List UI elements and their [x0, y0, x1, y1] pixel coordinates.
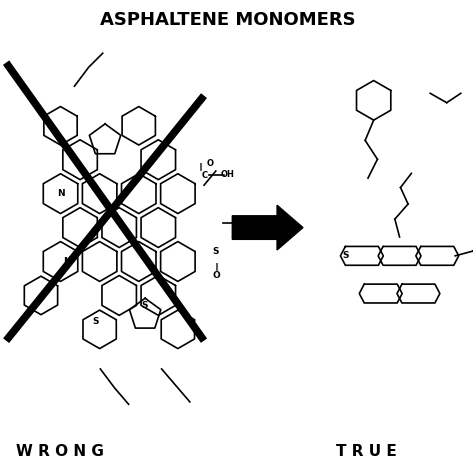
Text: W R O N G: W R O N G — [16, 444, 103, 459]
FancyArrow shape — [232, 205, 303, 250]
Text: S: S — [142, 301, 148, 310]
Text: ASPHALTENE MONOMERS: ASPHALTENE MONOMERS — [100, 11, 356, 29]
Text: N: N — [57, 189, 64, 198]
Text: C: C — [202, 171, 208, 180]
Text: O: O — [207, 158, 214, 167]
Text: T R U E: T R U E — [336, 444, 397, 459]
Text: ∥: ∥ — [199, 161, 203, 170]
Text: N: N — [64, 257, 71, 266]
Text: ∥: ∥ — [215, 261, 219, 270]
Text: OH: OH — [220, 170, 235, 179]
Text: O: O — [213, 271, 220, 280]
Text: S: S — [342, 251, 349, 260]
Text: S: S — [92, 317, 99, 326]
Text: S: S — [212, 246, 219, 255]
